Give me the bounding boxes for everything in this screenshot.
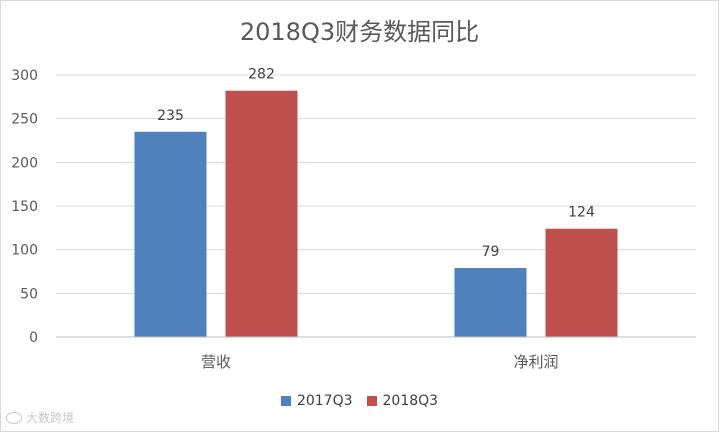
y-tick-label: 250 xyxy=(11,112,38,128)
bar xyxy=(454,268,527,337)
bar xyxy=(134,131,207,337)
legend-swatch xyxy=(280,396,291,406)
legend: 2017Q3 2018Q3 xyxy=(0,393,719,409)
legend-item-2017q3: 2017Q3 xyxy=(280,393,353,409)
y-tick-label: 0 xyxy=(29,330,38,346)
x-tick-label: 净利润 xyxy=(513,353,558,371)
legend-item-2018q3: 2018Q3 xyxy=(366,393,439,409)
y-tick-label: 150 xyxy=(11,199,38,215)
bar xyxy=(225,90,298,337)
legend-label: 2018Q3 xyxy=(382,393,439,409)
legend-label: 2017Q3 xyxy=(296,393,353,409)
data-label: 124 xyxy=(568,205,595,221)
data-label: 282 xyxy=(248,67,275,83)
chart-title: 2018Q3财务数据同比 xyxy=(239,18,480,46)
y-tick-label: 100 xyxy=(11,243,38,259)
data-label: 235 xyxy=(157,108,184,124)
watermark: 大数跨境 xyxy=(6,409,74,426)
legend-swatch xyxy=(366,396,377,406)
y-tick-label: 50 xyxy=(20,286,38,302)
bar xyxy=(545,228,618,337)
y-tick-label: 200 xyxy=(11,155,38,171)
logo-icon xyxy=(6,411,22,424)
watermark-text: 大数跨境 xyxy=(26,411,75,425)
y-tick-label: 300 xyxy=(11,68,38,84)
data-label: 79 xyxy=(482,244,500,260)
x-tick-label: 营收 xyxy=(201,353,231,371)
